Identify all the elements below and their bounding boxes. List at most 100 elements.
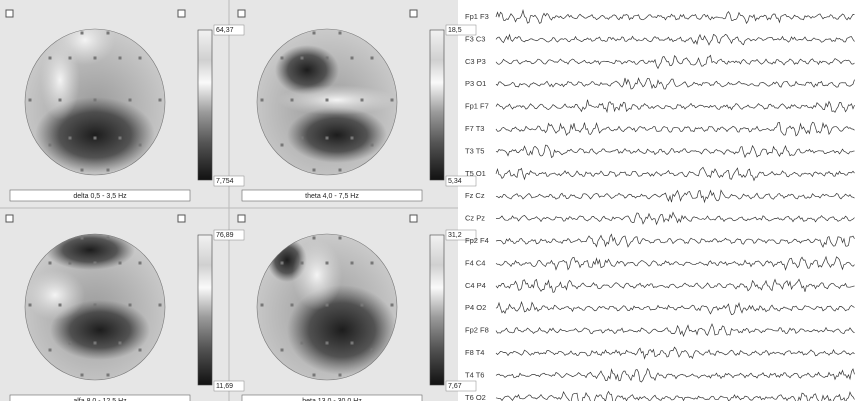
electrode xyxy=(68,261,72,265)
electrode xyxy=(128,98,132,102)
eeg-trace xyxy=(495,367,855,383)
blob xyxy=(287,107,387,163)
electrode xyxy=(68,341,72,345)
channel-label: Fz Cz xyxy=(465,191,485,200)
electrode xyxy=(128,303,132,307)
eeg-trace xyxy=(495,166,855,182)
electrode xyxy=(93,136,97,140)
blob xyxy=(45,234,135,270)
electrode xyxy=(118,341,122,345)
label-box xyxy=(9,189,191,202)
channel-label: F4 C4 xyxy=(465,258,485,267)
head-outline xyxy=(256,28,398,176)
electrode xyxy=(48,261,52,265)
channel-label: C4 P4 xyxy=(465,281,486,290)
channel-label: Fp2 F4 xyxy=(465,236,489,245)
scale-box xyxy=(213,24,245,36)
electrode xyxy=(300,136,304,140)
eeg-trace xyxy=(495,278,855,293)
electrode xyxy=(118,261,122,265)
head xyxy=(257,234,397,380)
electrode xyxy=(93,98,97,102)
scale-box xyxy=(445,175,477,187)
electrode xyxy=(58,98,62,102)
topo-map: 64,37 7,754 delta 0,5 - 3,5 Hz xyxy=(5,9,245,202)
window-icon xyxy=(409,214,418,223)
electrode xyxy=(260,98,264,102)
electrode xyxy=(28,303,32,307)
scale-max: 64,37 xyxy=(216,27,234,34)
blob xyxy=(292,240,342,310)
electrode xyxy=(350,261,354,265)
electrode xyxy=(370,56,374,60)
electrode xyxy=(93,303,97,307)
channel-label: Cz Pz xyxy=(465,214,485,223)
eeg-trace xyxy=(495,346,855,360)
band-label: delta 0,5 - 3,5 Hz xyxy=(73,193,127,200)
electrode xyxy=(390,98,394,102)
window-icon xyxy=(237,214,246,223)
electrode xyxy=(80,236,84,240)
blob xyxy=(40,40,80,120)
eeg-trace xyxy=(495,144,855,159)
electrode xyxy=(325,303,329,307)
electrode xyxy=(118,136,122,140)
channel-label: T4 T6 xyxy=(465,370,484,379)
eeg-trace xyxy=(495,99,855,114)
electrode xyxy=(350,341,354,345)
scale-max: 18,5 xyxy=(448,27,462,34)
electrode xyxy=(290,98,294,102)
head xyxy=(25,234,165,380)
electrode xyxy=(158,98,162,102)
eeg-trace xyxy=(495,121,855,137)
head xyxy=(25,29,165,175)
scale-min: 7,67 xyxy=(448,383,462,390)
blob xyxy=(25,270,85,320)
electrode xyxy=(312,168,316,172)
channel-label: C3 P3 xyxy=(465,57,486,66)
band-label: beta 13,0 - 30,0 Hz xyxy=(302,398,362,401)
head-outline xyxy=(24,28,166,176)
channel-label: T5 O1 xyxy=(465,169,486,178)
electrode xyxy=(290,303,294,307)
electrode xyxy=(280,261,284,265)
electrode xyxy=(58,303,62,307)
electrode xyxy=(48,143,52,147)
window-icon xyxy=(177,214,186,223)
electrode xyxy=(80,168,84,172)
electrode xyxy=(300,56,304,60)
electrode xyxy=(48,56,52,60)
scale-min: 5,34 xyxy=(448,178,462,185)
eeg-trace xyxy=(495,189,855,204)
scale-min: 7,754 xyxy=(216,178,234,185)
electrode xyxy=(68,136,72,140)
window-icon xyxy=(5,9,14,18)
eeg-trace xyxy=(495,390,855,401)
electrode xyxy=(370,348,374,352)
scale-max: 76,89 xyxy=(216,232,234,239)
electrode xyxy=(325,341,329,345)
electrode xyxy=(350,56,354,60)
channel-label: Fp1 F7 xyxy=(465,102,489,111)
blob xyxy=(277,85,397,115)
eeg-trace xyxy=(495,300,855,316)
electrode xyxy=(338,373,342,377)
window-icon xyxy=(237,9,246,18)
scale-box xyxy=(445,380,477,392)
color-bar xyxy=(429,234,445,386)
electrode xyxy=(280,56,284,60)
electrode xyxy=(338,168,342,172)
electrode xyxy=(370,143,374,147)
electrode xyxy=(106,373,110,377)
electrode xyxy=(280,348,284,352)
topo-map: 18,5 5,34 theta 4,0 - 7,5 Hz xyxy=(237,9,477,202)
band-label: alfa 8,0 - 12,5 Hz xyxy=(73,398,127,401)
eeg-trace xyxy=(495,255,855,271)
electrode xyxy=(158,303,162,307)
electrode xyxy=(138,261,142,265)
channel-label: Fp2 F8 xyxy=(465,326,489,335)
electrode xyxy=(325,261,329,265)
head-outline xyxy=(24,233,166,381)
scale-box xyxy=(213,175,245,187)
